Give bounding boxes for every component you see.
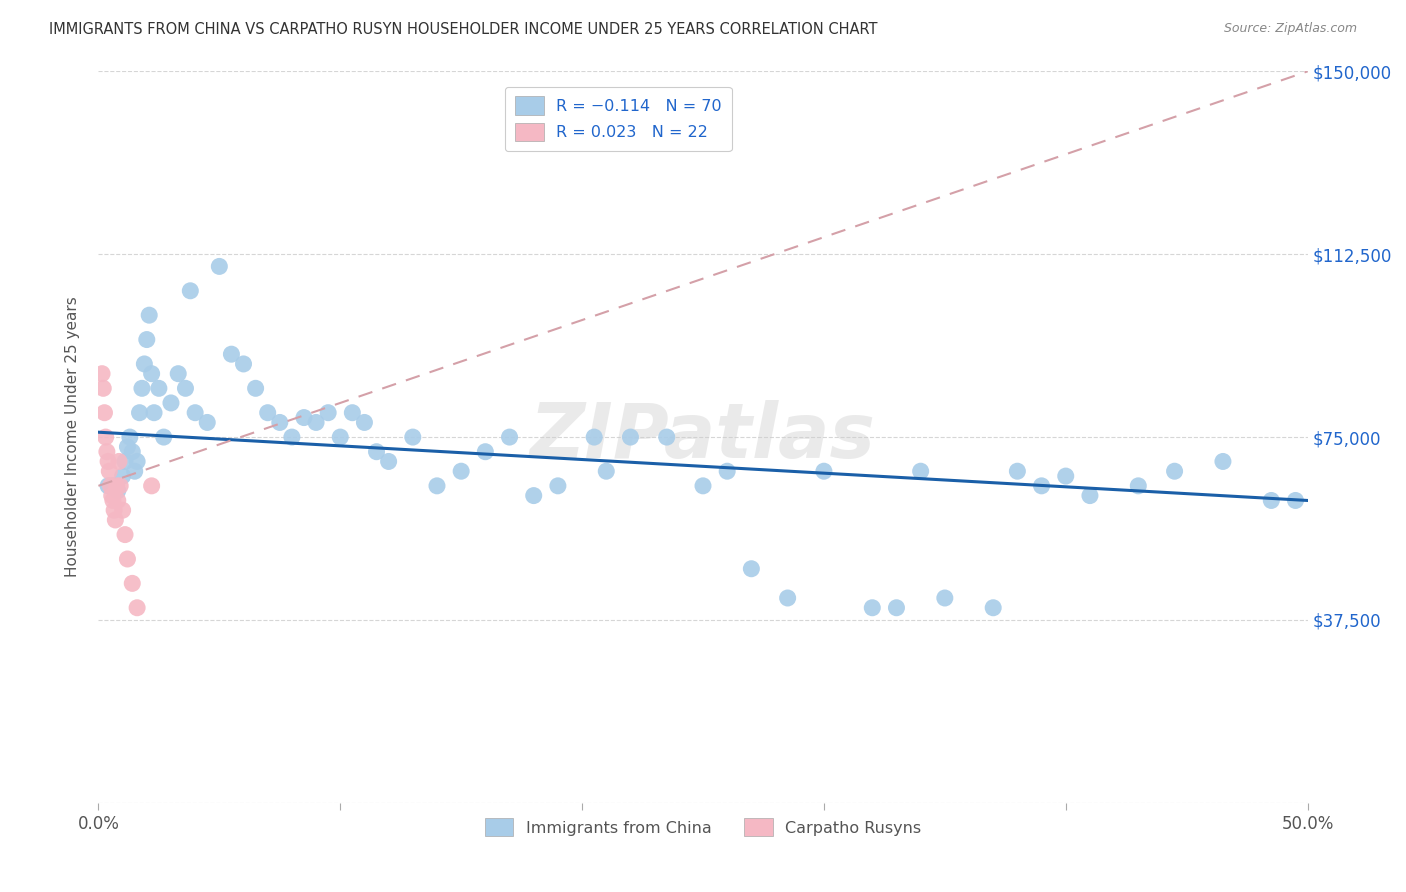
Immigrants from China bbox=[450, 464, 472, 478]
Immigrants from China bbox=[353, 416, 375, 430]
Immigrants from China bbox=[179, 284, 201, 298]
Immigrants from China bbox=[813, 464, 835, 478]
Immigrants from China bbox=[174, 381, 197, 395]
Immigrants from China bbox=[402, 430, 425, 444]
Carpatho Rusyns bbox=[108, 454, 131, 468]
Immigrants from China bbox=[256, 406, 278, 420]
Immigrants from China bbox=[152, 430, 174, 444]
Immigrants from China bbox=[1007, 464, 1029, 478]
Immigrants from China bbox=[167, 367, 190, 381]
Y-axis label: Householder Income Under 25 years: Householder Income Under 25 years bbox=[65, 297, 80, 577]
Immigrants from China bbox=[221, 347, 243, 361]
Immigrants from China bbox=[148, 381, 170, 395]
Text: IMMIGRANTS FROM CHINA VS CARPATHO RUSYN HOUSEHOLDER INCOME UNDER 25 YEARS CORREL: IMMIGRANTS FROM CHINA VS CARPATHO RUSYN … bbox=[49, 22, 877, 37]
Carpatho Rusyns bbox=[105, 479, 128, 493]
Immigrants from China bbox=[860, 600, 883, 615]
Immigrants from China bbox=[269, 416, 291, 430]
Immigrants from China bbox=[1284, 493, 1306, 508]
Immigrants from China bbox=[377, 454, 399, 468]
Carpatho Rusyns bbox=[107, 493, 129, 508]
Carpatho Rusyns bbox=[103, 503, 125, 517]
Immigrants from China bbox=[101, 479, 124, 493]
Legend: Immigrants from China, Carpatho Rusyns: Immigrants from China, Carpatho Rusyns bbox=[475, 808, 931, 846]
Immigrants from China bbox=[498, 430, 520, 444]
Text: ZIPatlas: ZIPatlas bbox=[530, 401, 876, 474]
Immigrants from China bbox=[121, 444, 143, 458]
Carpatho Rusyns bbox=[121, 576, 143, 591]
Immigrants from China bbox=[1260, 493, 1282, 508]
Carpatho Rusyns bbox=[96, 444, 118, 458]
Immigrants from China bbox=[329, 430, 352, 444]
Immigrants from China bbox=[208, 260, 231, 274]
Immigrants from China bbox=[97, 479, 120, 493]
Immigrants from China bbox=[281, 430, 304, 444]
Immigrants from China bbox=[138, 308, 160, 322]
Immigrants from China bbox=[523, 489, 546, 503]
Carpatho Rusyns bbox=[100, 489, 122, 503]
Immigrants from China bbox=[1078, 489, 1101, 503]
Immigrants from China bbox=[1128, 479, 1150, 493]
Immigrants from China bbox=[124, 464, 146, 478]
Immigrants from China bbox=[107, 483, 129, 498]
Immigrants from China bbox=[910, 464, 932, 478]
Carpatho Rusyns bbox=[93, 406, 115, 420]
Immigrants from China bbox=[117, 440, 139, 454]
Immigrants from China bbox=[232, 357, 254, 371]
Immigrants from China bbox=[655, 430, 678, 444]
Immigrants from China bbox=[184, 406, 207, 420]
Carpatho Rusyns bbox=[114, 527, 136, 541]
Immigrants from China bbox=[128, 406, 150, 420]
Immigrants from China bbox=[131, 381, 153, 395]
Immigrants from China bbox=[143, 406, 166, 420]
Carpatho Rusyns bbox=[91, 367, 114, 381]
Carpatho Rusyns bbox=[104, 513, 127, 527]
Immigrants from China bbox=[426, 479, 449, 493]
Carpatho Rusyns bbox=[97, 454, 120, 468]
Carpatho Rusyns bbox=[127, 600, 149, 615]
Immigrants from China bbox=[141, 367, 163, 381]
Immigrants from China bbox=[1212, 454, 1234, 468]
Immigrants from China bbox=[1031, 479, 1053, 493]
Carpatho Rusyns bbox=[111, 503, 134, 517]
Immigrants from China bbox=[583, 430, 606, 444]
Immigrants from China bbox=[547, 479, 569, 493]
Immigrants from China bbox=[716, 464, 738, 478]
Carpatho Rusyns bbox=[141, 479, 163, 493]
Immigrants from China bbox=[127, 454, 149, 468]
Carpatho Rusyns bbox=[117, 552, 139, 566]
Carpatho Rusyns bbox=[108, 479, 131, 493]
Immigrants from China bbox=[1054, 469, 1077, 483]
Immigrants from China bbox=[245, 381, 267, 395]
Immigrants from China bbox=[366, 444, 388, 458]
Immigrants from China bbox=[1163, 464, 1185, 478]
Immigrants from China bbox=[114, 454, 136, 468]
Immigrants from China bbox=[619, 430, 641, 444]
Immigrants from China bbox=[305, 416, 328, 430]
Immigrants from China bbox=[118, 430, 141, 444]
Carpatho Rusyns bbox=[100, 479, 122, 493]
Immigrants from China bbox=[134, 357, 156, 371]
Immigrants from China bbox=[292, 410, 315, 425]
Immigrants from China bbox=[981, 600, 1004, 615]
Immigrants from China bbox=[595, 464, 617, 478]
Immigrants from China bbox=[160, 396, 183, 410]
Immigrants from China bbox=[474, 444, 496, 458]
Immigrants from China bbox=[135, 333, 157, 347]
Immigrants from China bbox=[692, 479, 714, 493]
Carpatho Rusyns bbox=[101, 493, 124, 508]
Carpatho Rusyns bbox=[98, 464, 121, 478]
Carpatho Rusyns bbox=[94, 430, 117, 444]
Immigrants from China bbox=[740, 562, 762, 576]
Immigrants from China bbox=[316, 406, 339, 420]
Immigrants from China bbox=[934, 591, 956, 605]
Immigrants from China bbox=[195, 416, 218, 430]
Carpatho Rusyns bbox=[91, 381, 114, 395]
Immigrants from China bbox=[776, 591, 799, 605]
Immigrants from China bbox=[342, 406, 364, 420]
Immigrants from China bbox=[886, 600, 908, 615]
Immigrants from China bbox=[111, 469, 134, 483]
Text: Source: ZipAtlas.com: Source: ZipAtlas.com bbox=[1223, 22, 1357, 36]
